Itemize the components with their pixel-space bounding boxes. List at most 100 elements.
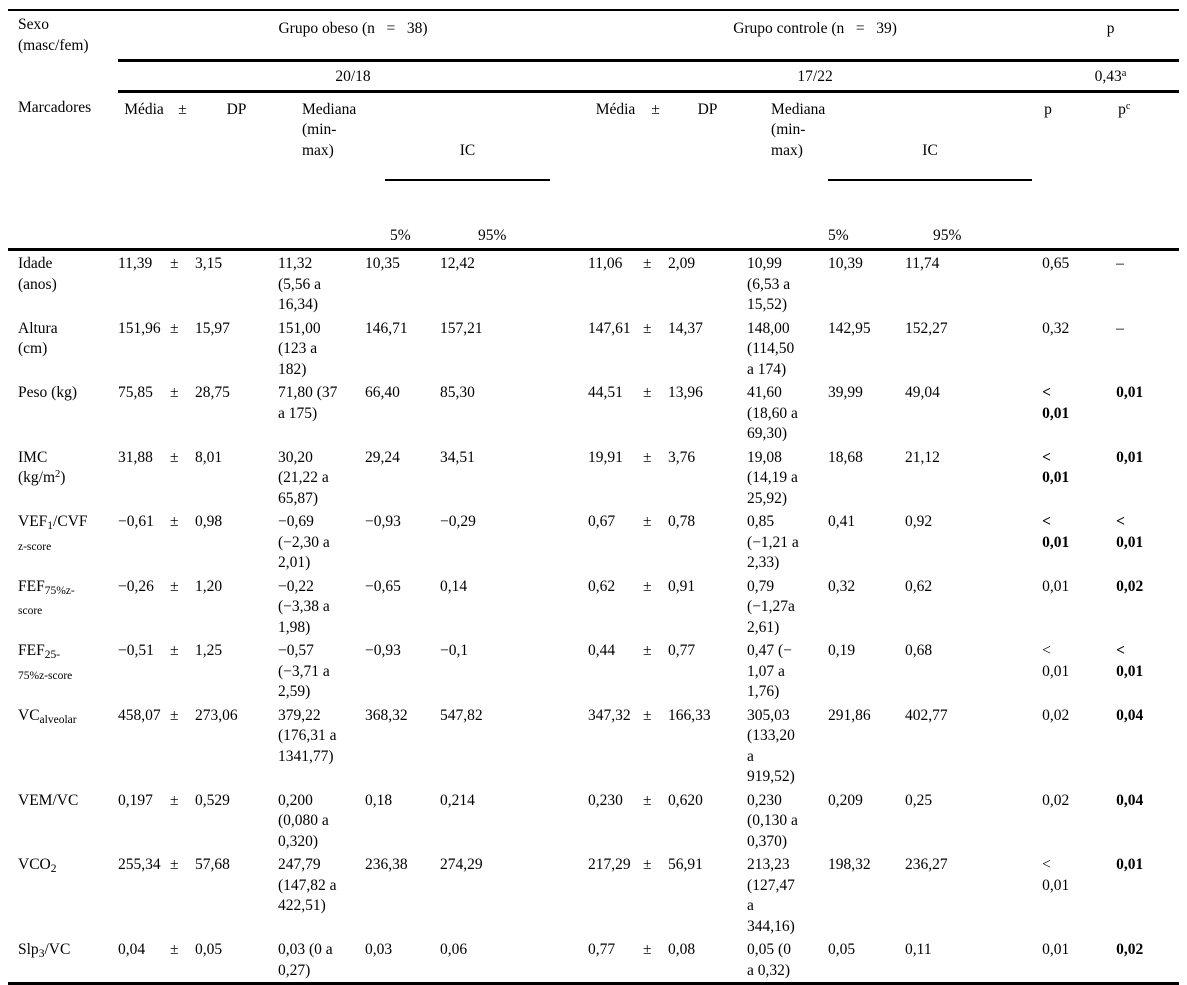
cell-media-obeso: 458,07 bbox=[118, 706, 161, 724]
cell-ic5-controle: 10,39 bbox=[828, 248, 906, 317]
cell-dp-obeso: 0,529 bbox=[195, 791, 230, 809]
ic-underline-obeso: IC bbox=[385, 134, 551, 181]
cell-media-obeso: −0,26 bbox=[118, 577, 154, 595]
cell-dp-controle: 13,96 bbox=[668, 384, 703, 401]
cell-dp-obeso: 1,25 bbox=[195, 642, 223, 659]
cell-p-adjusted: 0,04 bbox=[1116, 791, 1144, 809]
cell-dp-controle: 0,08 bbox=[668, 941, 696, 958]
group-obeso-header: Grupo obeso (n = 38) bbox=[118, 10, 589, 62]
row-marker-label: FEF75%z- score bbox=[18, 577, 75, 617]
cell-ic95-controle: 0,62 bbox=[905, 577, 933, 595]
cell-p: 0,65 bbox=[1042, 248, 1117, 317]
cell-p-adjusted: 0,01 bbox=[1116, 856, 1144, 873]
cell-mediana-controle: 19,08 (14,19 a 25,92) bbox=[747, 448, 798, 507]
cell-mediana-obeso: 0,200 (0,080 a 0,320) bbox=[278, 791, 329, 850]
cell-ic95-obeso: 274,29 bbox=[440, 856, 483, 873]
cell-p: < 0,01 bbox=[1042, 513, 1070, 551]
row-marker-label: VEF1/CVF z-score bbox=[18, 513, 88, 553]
p-top-header: p bbox=[1042, 10, 1180, 62]
cell-p: 0,01 bbox=[1042, 941, 1070, 958]
cell-media-obeso: 0,04 bbox=[118, 941, 146, 958]
cell-dp-controle: 3,76 bbox=[668, 448, 696, 466]
row-marker-label: IMC (kg/m2) bbox=[18, 448, 66, 487]
sexo-label: Sexo (masc/fem) bbox=[18, 16, 89, 54]
cell-media-controle: 0,77 bbox=[588, 941, 616, 958]
cell-pm-controle: ± bbox=[643, 941, 652, 958]
cell-ic5-obeso: 29,24 bbox=[365, 448, 400, 466]
cell-mediana-obeso: 247,79 (147,82 a 422,51) bbox=[278, 856, 337, 914]
mediana-header-controle: Mediana (min-max) bbox=[771, 100, 826, 159]
dp-header-controle: DP bbox=[697, 100, 718, 118]
cell-p-adjusted: – bbox=[1116, 319, 1124, 337]
cell-ic5-controle: 0,19 bbox=[828, 642, 856, 659]
cell-mediana-obeso: 151,00 (123 a 182) bbox=[278, 319, 321, 378]
cell-p-adjusted: 0,04 bbox=[1116, 706, 1144, 724]
table-row: Idade (anos) 11,39 ± 3,15 11,32 (5,56 a … bbox=[8, 248, 1180, 317]
cell-p: < 0,01 bbox=[1042, 642, 1070, 680]
cell-ic95-controle: 402,77 bbox=[905, 706, 948, 724]
cell-dp-controle: 56,91 bbox=[668, 856, 703, 873]
cell-ic5-obeso: −0,93 bbox=[365, 513, 401, 530]
row-marker-label: FEF25- 75%z-score bbox=[18, 642, 73, 682]
cell-pm-controle: ± bbox=[643, 577, 652, 595]
cell-pm-obeso: ± bbox=[170, 706, 179, 724]
cell-pm-controle: ± bbox=[643, 642, 652, 659]
table-body: Idade (anos) 11,39 ± 3,15 11,32 (5,56 a … bbox=[8, 248, 1180, 984]
cell-p-adjusted: 0,02 bbox=[1116, 577, 1144, 595]
cell-ic95-controle: 0,68 bbox=[905, 642, 933, 659]
table-row: Slp3/VC 0,04 ± 0,05 0,03 (0 a 0,27) 0,03… bbox=[8, 938, 1179, 984]
cell-p: 0,01 bbox=[1042, 577, 1070, 595]
row-marker-label: VCO2 bbox=[18, 856, 57, 875]
cell-mediana-obeso: 0,03 (0 a 0,27) bbox=[278, 941, 333, 979]
cell-media-controle: 347,32 bbox=[588, 706, 631, 724]
cell-ic5-controle: 0,05 bbox=[828, 941, 856, 958]
cell-media-controle: 0,230 bbox=[588, 791, 623, 809]
cell-dp-controle: 14,37 bbox=[668, 319, 703, 337]
cell-ic5-obeso: 0,18 bbox=[365, 791, 393, 809]
row-marker-label: Altura (cm) bbox=[18, 319, 58, 358]
cell-p: 0,32 bbox=[1042, 319, 1070, 337]
cell-ic5-controle: 18,68 bbox=[828, 448, 863, 466]
obeso-sex-ratio: 20/18 bbox=[118, 60, 589, 93]
cell-ic95-obeso: 547,82 bbox=[440, 706, 483, 724]
cell-p: < 0,01 bbox=[1042, 384, 1070, 422]
media-header-controle: Média bbox=[595, 100, 636, 118]
cell-pm-controle: ± bbox=[643, 448, 652, 466]
table-row: FEF75%z- score −0,26 ± 1,20 −0,22 (−3,38… bbox=[8, 575, 1179, 640]
pm-header-controle: ± bbox=[651, 100, 660, 118]
cell-pm-controle: ± bbox=[643, 706, 652, 724]
cell-p: 0,02 bbox=[1042, 706, 1070, 724]
cell-ic95-controle: 152,27 bbox=[905, 319, 948, 337]
cell-dp-obeso: 1,20 bbox=[195, 577, 223, 595]
cell-pm-obeso: ± bbox=[170, 577, 179, 595]
cell-media-controle: 19,91 bbox=[588, 448, 623, 466]
marcadores-header: Marcadores bbox=[18, 99, 92, 116]
ic95-header-obeso: 95% bbox=[478, 226, 507, 244]
ic-header-controle: IC bbox=[828, 91, 1042, 222]
cell-dp-obeso: 0,98 bbox=[195, 513, 223, 530]
cell-mediana-obeso: 11,32 (5,56 a 16,34) bbox=[278, 248, 365, 317]
cell-media-obeso: 11,39 bbox=[118, 248, 170, 317]
cell-pm-obeso: ± bbox=[170, 248, 195, 317]
cell-mediana-obeso: −0,69 (−2,30 a 2,01) bbox=[278, 513, 330, 571]
cell-ic95-obeso: 12,42 bbox=[440, 248, 589, 317]
ic5-header-obeso: 5% bbox=[390, 226, 411, 244]
cell-mediana-obeso: 379,22 (176,31 a 1341,77) bbox=[278, 706, 337, 765]
cell-media-controle: 11,06 bbox=[588, 248, 644, 317]
ic95-header-controle: 95% bbox=[933, 226, 962, 244]
table-row: FEF25- 75%z-score −0,51 ± 1,25 −0,57 (−3… bbox=[8, 639, 1179, 704]
cell-mediana-controle: 148,00 (114,50 a 174) bbox=[747, 319, 795, 378]
cell-pm-obeso: ± bbox=[170, 448, 179, 466]
row-marker-label: VCalveolar bbox=[18, 706, 77, 726]
header-row-groups: Sexo (masc/fem) Grupo obeso (n = 38) Gru… bbox=[8, 10, 1180, 62]
cell-ic5-controle: 291,86 bbox=[828, 706, 871, 724]
cell-pm-obeso: ± bbox=[170, 513, 179, 530]
cell-ic5-controle: 0,32 bbox=[828, 577, 856, 595]
cell-dp-obeso: 273,06 bbox=[195, 706, 238, 724]
cell-dp-obeso: 0,05 bbox=[195, 941, 223, 958]
cell-p-adjusted: 0,01 bbox=[1116, 384, 1144, 401]
cell-p: < 0,01 bbox=[1042, 448, 1070, 487]
cell-p-adjusted: 0,02 bbox=[1116, 941, 1144, 958]
cell-media-obeso: −0,51 bbox=[118, 642, 154, 659]
cell-ic5-obeso: 146,71 bbox=[365, 319, 408, 337]
